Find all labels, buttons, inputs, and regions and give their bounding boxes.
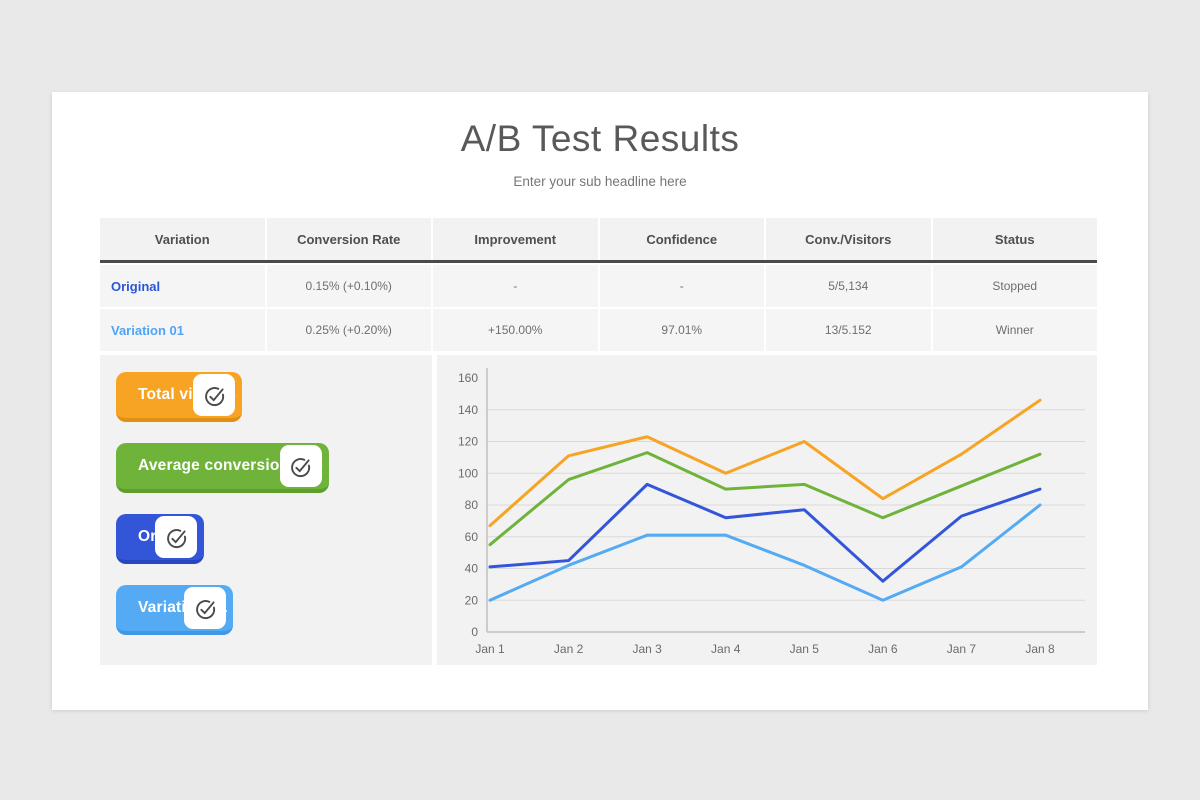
svg-text:40: 40 [465,562,479,576]
svg-text:100: 100 [458,466,478,480]
svg-text:20: 20 [465,593,479,607]
legend-button-label: Average conversion rate [138,457,323,474]
variation-name: Original [100,265,265,307]
svg-text:Jan 8: Jan 8 [1025,642,1055,656]
results-table: Variation Conversion Rate Improvement Confi… [100,218,1097,351]
column-header: Conversion Rate [266,218,431,260]
table-cell: 0.15% (+0.10%) [266,265,431,307]
svg-text:Jan 7: Jan 7 [947,642,977,656]
svg-text:160: 160 [458,371,478,385]
header-divider [100,260,1097,263]
slide-card: A/B Test Results Enter your sub headline… [52,92,1148,710]
line-chart: 0 20 40 60 80 100 120 140 160 Jan 1 Jan 2 Jan 3 Jan … [458,368,1085,656]
svg-text:120: 120 [458,435,478,449]
svg-text:Jan 1: Jan 1 [475,642,505,656]
check-circle-icon [204,386,224,406]
chart-panel: 0 20 40 60 80 100 120 140 160 Jan 1 Jan 2 Jan 3 Jan … [437,355,1097,665]
table-cell: 5/5,134 [766,265,931,307]
icon-box [155,516,198,558]
svg-text:Jan 2: Jan 2 [554,642,584,656]
table-row: Variation 01 0.25% (+0.20%) +150.00% 97.01%… [100,309,1097,351]
legend-button-total-visitors[interactable]: Total visitors [116,372,243,422]
table-cell: - [599,265,764,307]
svg-text:0: 0 [471,625,478,639]
table-cell: Winner [932,309,1097,351]
svg-text:140: 140 [458,403,478,417]
series-line-original [488,482,1042,583]
page-title: A/B Test Results [460,118,740,159]
legend-panel: Total visitors Average conversion rate Ori… [100,355,432,665]
table-row: Original 0.15% (+0.10%) - -5/5,134 Stopped [100,265,1097,307]
column-header: Conv./Visitors [766,218,931,260]
legend-button-variation-01[interactable]: Variation 01 [116,585,234,635]
variation-name: Variation 01 [100,309,265,351]
column-header: Improvement [433,218,598,260]
table-cell: +150.00% [433,309,598,351]
page-subtitle: Enter your sub headline here [513,174,687,189]
series-line-average-conversion-rate [488,451,1042,547]
column-header: Confidence [599,218,764,260]
table-cell: Stopped [932,265,1097,307]
table-body: Original 0.15% (+0.10%) - -5/5,134 Stopped Va… [100,265,1097,351]
table-cell: 0.25% (+0.20%) [266,309,431,351]
icon-box [279,445,322,487]
column-header: Status [932,218,1097,260]
series-line-total-visitors [488,398,1042,528]
series-line-variation-01 [488,503,1042,602]
table-cell: 97.01% [599,309,764,351]
table-cell: 13/5.152 [766,309,931,351]
column-header: Variation [100,218,265,260]
table-cell: - [433,265,598,307]
table-header-row: Variation Conversion Rate Improvement Confi… [100,218,1097,260]
icon-box [193,374,236,416]
svg-text:Jan 6: Jan 6 [868,642,898,656]
svg-text:80: 80 [465,498,479,512]
check-circle-icon [166,528,186,548]
legend-button-average-conversion-rate[interactable]: Average conversion rate [116,443,329,493]
icon-box [184,587,227,629]
svg-text:Jan 3: Jan 3 [632,642,662,656]
check-circle-icon [196,599,216,619]
svg-text:Jan 4: Jan 4 [711,642,741,656]
svg-text:60: 60 [465,530,479,544]
check-circle-icon [291,457,311,477]
svg-text:Jan 5: Jan 5 [790,642,820,656]
legend-button-original[interactable]: Original [116,514,205,564]
